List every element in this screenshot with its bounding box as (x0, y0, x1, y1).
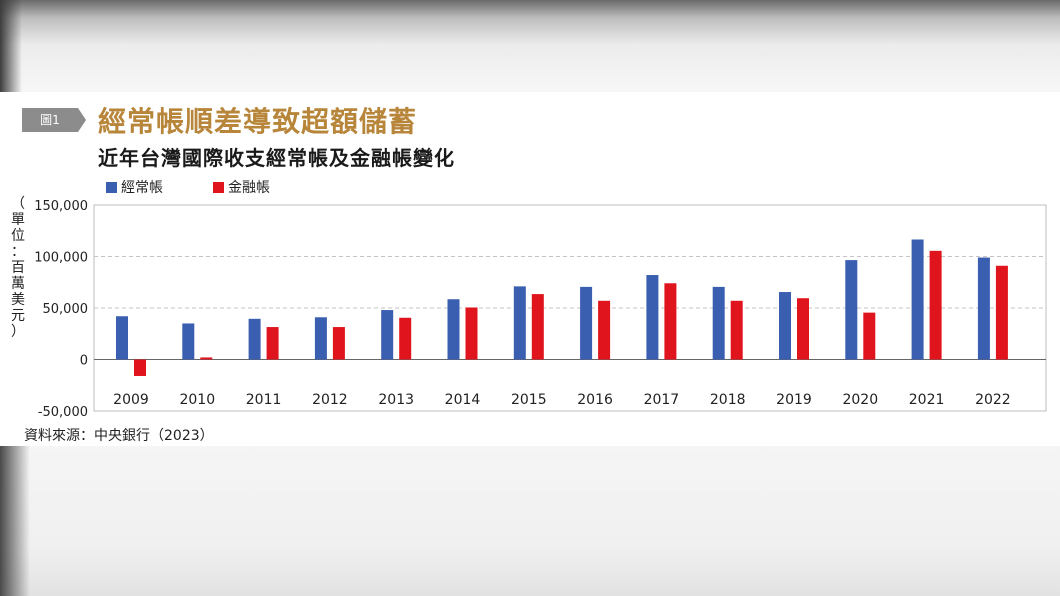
bar-financial-account-2018 (730, 300, 743, 360)
bar-financial-account-2012 (332, 327, 345, 360)
legend-label: 經常帳 (121, 180, 163, 196)
bar-financial-account-2014 (465, 307, 478, 360)
bar-financial-account-2019 (797, 298, 809, 360)
x-tick-label: 2021 (909, 392, 945, 408)
y-tick-label: 0 (80, 354, 88, 369)
x-tick-label: 2019 (776, 392, 812, 408)
bar-current-account-2022 (977, 257, 990, 360)
bar-financial-account-2011 (266, 327, 279, 360)
bar-current-account-2012 (314, 317, 327, 360)
legend-swatch-red (213, 181, 224, 193)
legend-item-current-account: 經常帳 (106, 178, 163, 196)
x-tick-label: 2009 (113, 392, 149, 408)
bar-current-account-2018 (712, 286, 725, 360)
legend-item-financial-account: 金融帳 (213, 178, 270, 196)
figure-title: 經常帳順差導致超額儲蓄 (98, 105, 418, 138)
figure-tag-shape (22, 108, 86, 132)
bar-current-account-2020 (845, 260, 858, 360)
x-tick-label: 2014 (445, 392, 481, 408)
bar-current-account-2009 (116, 316, 128, 360)
x-tick-label: 2011 (246, 392, 282, 408)
bar-current-account-2011 (248, 318, 261, 360)
y-axis-unit-label: （ 單 位 ： 百 萬 美 元 ） (11, 196, 25, 340)
bar-financial-account-2010 (200, 357, 213, 360)
bar-financial-account-2009 (134, 359, 146, 376)
photo-border-bottom (0, 446, 1060, 596)
bar-financial-account-2013 (399, 317, 412, 360)
y-tick-label: 100,000 (34, 251, 88, 266)
bar-financial-account-2016 (598, 300, 611, 360)
x-tick-label: 2018 (710, 392, 746, 408)
bar-current-account-2013 (381, 310, 394, 360)
x-tick-label: 2020 (842, 392, 878, 408)
bar-financial-account-2021 (929, 250, 942, 360)
y-tick-label: 150,000 (34, 199, 88, 214)
legend-swatch-blue (106, 181, 117, 193)
x-tick-label: 2013 (378, 392, 414, 408)
figure-tag-label: 圖1 (40, 113, 60, 127)
bar-financial-account-2015 (531, 294, 544, 360)
bar-financial-account-2017 (664, 283, 677, 360)
photo-border-top (0, 0, 1060, 92)
y-tick-label: 50,000 (43, 302, 89, 317)
x-tick-label: 2016 (577, 392, 613, 408)
x-tick-label: 2017 (644, 392, 680, 408)
bar-current-account-2019 (779, 292, 791, 360)
bar-current-account-2017 (646, 275, 659, 360)
y-tick-label: -50,000 (38, 405, 88, 420)
bar-current-account-2021 (911, 239, 924, 360)
photo-border-left-shadow-bottom (0, 446, 30, 596)
bar-financial-account-2022 (995, 265, 1008, 360)
x-tick-label: 2012 (312, 392, 348, 408)
x-tick-label: 2022 (975, 392, 1011, 408)
bar-current-account-2015 (513, 286, 526, 360)
photo-border-left-shadow (0, 0, 22, 92)
source-note: 資料來源：中央銀行（2023） (24, 428, 214, 444)
figure-panel (0, 92, 1060, 446)
x-tick-label: 2010 (179, 392, 215, 408)
legend-label: 金融帳 (228, 180, 270, 196)
chart-subtitle: 近年台灣國際收支經常帳及金融帳變化 (98, 146, 455, 170)
bar-current-account-2010 (182, 323, 195, 360)
figure-tag (22, 108, 86, 132)
bar-current-account-2016 (580, 286, 593, 360)
x-tick-label: 2015 (511, 392, 547, 408)
bar-financial-account-2020 (863, 312, 876, 360)
bar-current-account-2014 (447, 299, 460, 360)
